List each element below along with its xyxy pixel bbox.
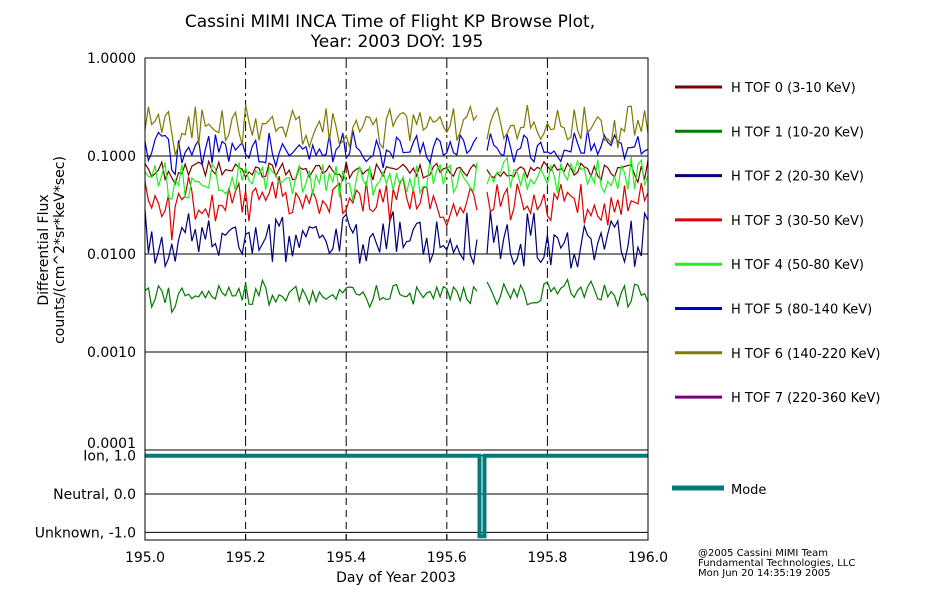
- credit-line-1: @2005 Cassini MIMI Team: [698, 548, 828, 559]
- legend-label-3: H TOF 3 (30-50 KeV): [731, 214, 864, 229]
- credit-line-2: Fundamental Technologies, LLC: [698, 558, 855, 569]
- y-axis-label-line2: counts/(cm^2*sr*keV*sec): [52, 156, 68, 344]
- flux-series-2: [144, 209, 649, 269]
- flux-gridlines: [145, 58, 648, 450]
- x-tick-label-4: 195.8: [527, 550, 567, 566]
- flux-ytick-label-4: 0.0001: [87, 436, 136, 452]
- mode-panel: Ion, 1.0 Neutral, 0.0 Unknown, -1.0: [35, 449, 649, 542]
- flux-series-4: [144, 156, 649, 201]
- x-tick-label-2: 195.4: [326, 550, 366, 566]
- flux-ytick-label-3: 0.0010: [87, 345, 136, 361]
- flux-series-5: [144, 129, 649, 176]
- legend-label-0: H TOF 0 (3-10 KeV): [731, 81, 856, 96]
- mode-y-ticks: Ion, 1.0 Neutral, 0.0 Unknown, -1.0: [35, 449, 136, 542]
- flux-ytick-label-1: 0.1000: [87, 149, 136, 165]
- chart-title: Cassini MIMI INCA Time of Flight KP Brow…: [185, 12, 595, 32]
- mode-series-0: [145, 453, 648, 539]
- flux-series-1: [144, 277, 649, 314]
- chart-subtitle: Year: 2003 DOY: 195: [310, 32, 484, 52]
- legend-label-6: H TOF 6 (140-220 KeV): [731, 347, 880, 362]
- x-tick-label-0: 195.0: [125, 550, 165, 566]
- flux-y-ticks: 1.0000 0.1000 0.0100 0.0010 0.0001: [87, 51, 151, 452]
- mode-ytick-label-2: Unknown, -1.0: [35, 525, 136, 541]
- legend-label-7: H TOF 7 (220-360 KeV): [731, 391, 880, 406]
- legend: H TOF 0 (3-10 KeV) H TOF 1 (10-20 KeV) H T…: [672, 81, 880, 498]
- legend-label-1: H TOF 1 (10-20 KeV): [731, 125, 864, 140]
- x-tick-label-3: 195.6: [427, 550, 467, 566]
- flux-ytick-label-2: 0.0100: [87, 247, 136, 263]
- legend-label-mode: Mode: [731, 483, 766, 498]
- flux-series-6: [144, 104, 649, 157]
- x-tick-label-5: 196.0: [628, 550, 668, 566]
- mode-ytick-label-1: Neutral, 0.0: [53, 487, 136, 503]
- flux-ytick-label-0: 1.0000: [87, 51, 136, 67]
- legend-label-5: H TOF 5 (80-140 KeV): [731, 303, 872, 318]
- legend-label-4: H TOF 4 (50-80 KeV): [731, 258, 864, 273]
- x-axis-ticks: 195.0 195.2 195.4 195.6 195.8 196.0: [125, 534, 668, 566]
- flux-panel: 1.0000 0.1000 0.0100 0.0010 0.0001: [87, 51, 649, 452]
- legend-label-2: H TOF 2 (20-30 KeV): [731, 170, 864, 185]
- flux-series-group: [144, 104, 649, 314]
- x-tick-label-1: 195.2: [226, 550, 266, 566]
- mode-panel-frame: [144, 449, 649, 541]
- credit-line-3: Mon Jun 20 14:35:19 2005: [698, 568, 831, 579]
- flux-series-3: [144, 175, 649, 241]
- x-axis-label: Day of Year 2003: [336, 570, 456, 586]
- mode-series-group: [145, 453, 648, 539]
- mode-ytick-label-0: Ion, 1.0: [83, 449, 136, 465]
- y-axis-label-line1: Differential Flux: [36, 194, 52, 305]
